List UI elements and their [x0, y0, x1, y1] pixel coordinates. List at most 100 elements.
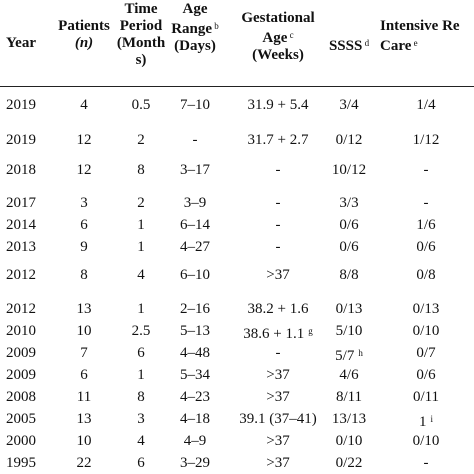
cell-text: 6	[137, 345, 145, 361]
cell-text: 1	[137, 367, 145, 383]
cell-text: 1	[137, 301, 145, 317]
cell-gest: 38.2 + 1.6	[223, 301, 333, 318]
header-line: s)	[81, 52, 201, 69]
header-line: Intensive Re	[380, 18, 474, 35]
cell-time: 0.5	[86, 97, 196, 114]
cell-year: 1995	[6, 455, 36, 472]
header-year: Year	[6, 35, 126, 52]
cell-text: 5/7	[335, 348, 355, 364]
cell-text: 3/3	[339, 195, 359, 211]
cell-patients: 12	[29, 162, 139, 179]
cell-ssss: 3/4	[294, 97, 404, 114]
cell-age: 5–13	[140, 323, 250, 340]
cell-patients: 12	[29, 132, 139, 149]
cell-text: 3	[137, 411, 145, 427]
cell-text: 4–48	[180, 345, 210, 361]
header-line: SSSS d	[289, 35, 409, 55]
cell-gest: -	[223, 345, 333, 362]
cell-text: -	[423, 162, 429, 178]
cell-time: 8	[86, 389, 196, 406]
header-text: (Weeks)	[252, 47, 304, 63]
cell-age: 6–14	[140, 217, 250, 234]
cell-age: 3–29	[140, 455, 250, 472]
header-line: Year	[6, 35, 126, 52]
cell-year: 2012	[6, 267, 36, 284]
cell-text: 2	[137, 195, 145, 211]
cell-patients: 7	[29, 345, 139, 362]
cell-time: 2	[86, 132, 196, 149]
cell-text: 0/11	[412, 389, 440, 405]
cell-text: 3/4	[339, 97, 359, 113]
cell-ssss: 0/6	[294, 239, 404, 256]
cell-text: 1	[418, 414, 427, 430]
cell-year: 2000	[6, 433, 36, 450]
header-text: Care	[380, 38, 412, 54]
cell-text: 12	[76, 162, 92, 178]
cell-text: -	[275, 239, 281, 255]
cell-ssss: 5/10	[294, 323, 404, 340]
cell-text: 2017	[6, 195, 36, 211]
cell-text: 8/8	[339, 267, 359, 283]
cell-text: 4/6	[339, 367, 359, 383]
cell-time: 4	[86, 433, 196, 450]
cell-patients: 11	[29, 389, 139, 406]
cell-time: 1	[86, 367, 196, 384]
cell-text: 8	[80, 267, 88, 283]
header-line: Patients	[24, 18, 144, 35]
header-gest: Gestational Age c (Weeks)	[218, 10, 338, 64]
cell-text: 6	[80, 217, 88, 233]
cell-text: 0/8	[416, 267, 436, 283]
cell-text: 7	[80, 345, 88, 361]
cell-text: 0/6	[339, 217, 359, 233]
header-text: Patients	[58, 18, 110, 34]
cell-patients: 22	[29, 455, 139, 472]
cell-year: 2019	[6, 132, 36, 149]
cell-text: 3–29	[180, 455, 210, 471]
cell-age: 2–16	[140, 301, 250, 318]
footnote-marker: h	[358, 348, 363, 358]
cell-text: 13/13	[331, 411, 367, 427]
cell-ssss: 0/6	[294, 217, 404, 234]
header-line: (Month	[81, 35, 201, 52]
cell-text: -	[275, 162, 281, 178]
cell-text: 6	[137, 455, 145, 471]
cell-year: 2005	[6, 411, 36, 428]
cell-text: 6	[80, 367, 88, 383]
cell-text: 31.9 + 5.4	[247, 97, 309, 113]
cell-text: 4	[80, 97, 88, 113]
cell-text: 2018	[6, 162, 36, 178]
cell-icu: 0/8	[371, 267, 474, 284]
cell-text: 2005	[6, 411, 36, 427]
cell-gest: >37	[223, 367, 333, 384]
cell-text: 0/10	[412, 323, 440, 339]
cell-gest: >37	[223, 267, 333, 284]
footnote-marker: d	[362, 38, 370, 48]
cell-icu: 0/11	[371, 389, 474, 406]
cell-year: 2012	[6, 301, 36, 318]
cell-text: 4–23	[180, 389, 210, 405]
cell-icu: 0/6	[371, 239, 474, 256]
cell-text: 3–9	[183, 195, 207, 211]
cell-patients: 10	[29, 433, 139, 450]
cell-icu: 0/6	[371, 367, 474, 384]
header-rule	[0, 86, 474, 87]
cell-text: 0/13	[412, 301, 440, 317]
cell-text: 0/6	[339, 239, 359, 255]
cell-text: 4	[137, 433, 145, 449]
cell-ssss: 0/22	[294, 455, 404, 472]
cell-time: 6	[86, 455, 196, 472]
cell-text: -	[192, 132, 198, 148]
header-text: Range	[171, 21, 213, 37]
header-text: Time	[124, 1, 158, 17]
cell-patients: 4	[29, 97, 139, 114]
cell-time: 2.5	[86, 323, 196, 340]
cell-text: 22	[76, 455, 92, 471]
header-text: (n)	[74, 35, 94, 51]
cell-text: 2009	[6, 367, 36, 383]
header-text: Year	[6, 35, 36, 51]
cell-icu: 0/10	[371, 323, 474, 340]
cell-patients: 8	[29, 267, 139, 284]
cell-ssss: 5/7 h	[294, 345, 404, 365]
